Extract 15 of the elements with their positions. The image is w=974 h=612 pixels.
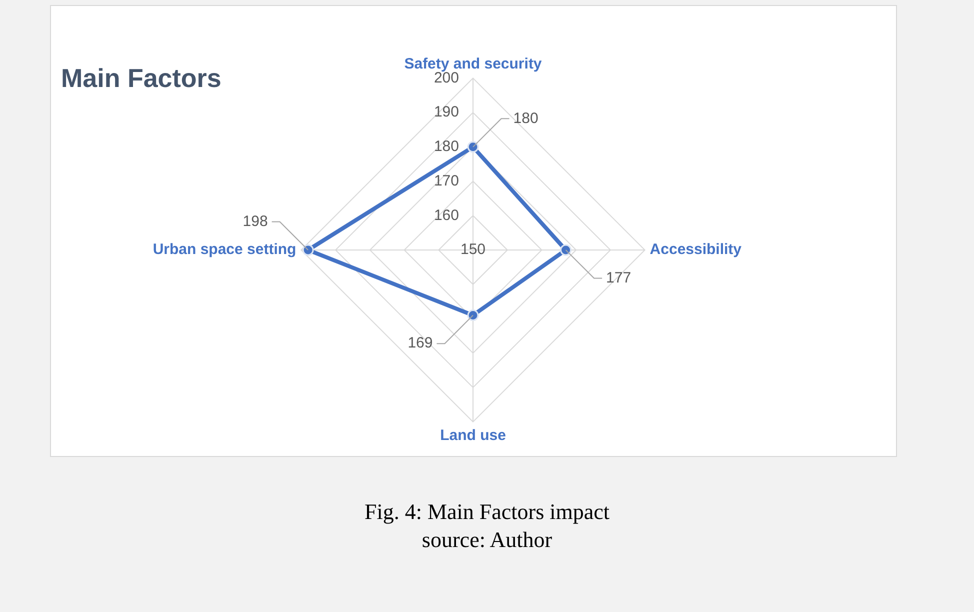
y-tick-label: 150 [460,241,486,258]
spoke-label: Land use [440,426,506,444]
y-tick-label: 160 [434,206,459,224]
spoke-label: Accessibility [650,241,742,258]
y-tick-label: 180 [434,138,459,156]
caption: Fig. 4: Main Factors impact [363,498,611,526]
data-label: 177 [606,269,632,286]
spoke-label: Urban space setting [152,241,296,258]
data-label: 169 [408,334,433,352]
data-label: 180 [513,110,538,127]
y-tick-label: 170 [434,172,459,190]
y-tick-label: 190 [434,104,459,121]
source-note: source: Author [420,526,554,554]
data-label: 198 [242,212,268,230]
chart-title: Main Factors [61,62,222,93]
